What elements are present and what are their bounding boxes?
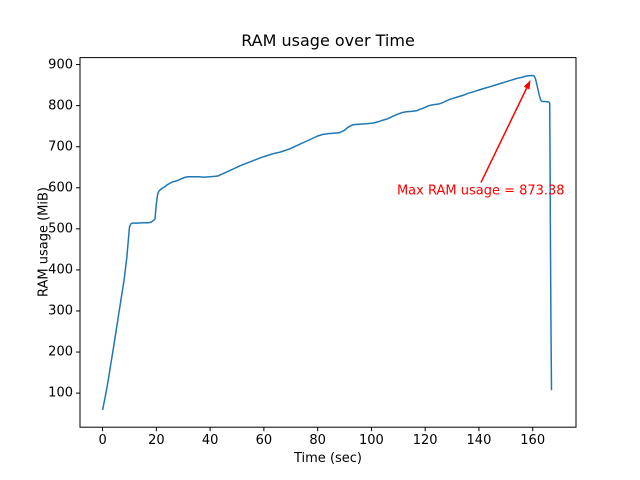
chart-title: RAM usage over Time xyxy=(241,31,415,50)
x-tick-label: 100 xyxy=(358,433,384,449)
y-tick-label: 500 xyxy=(48,221,73,237)
y-tick-label: 200 xyxy=(48,344,73,360)
x-tick-label: 120 xyxy=(412,433,438,449)
y-tick-label: 800 xyxy=(48,98,73,114)
y-tick-label: 700 xyxy=(48,139,73,155)
x-tick-label: 20 xyxy=(148,433,165,449)
max-ram-annotation: Max RAM usage = 873.38 xyxy=(396,183,565,199)
x-tick-label: 160 xyxy=(520,433,546,449)
x-tick-label: 40 xyxy=(201,433,219,449)
y-axis-label: RAM usage (MiB) xyxy=(36,187,52,297)
y-tick-label: 400 xyxy=(48,262,73,278)
x-axis-label: Time (sec) xyxy=(293,451,363,466)
x-tick-label: 60 xyxy=(255,433,273,449)
arrow-shaft xyxy=(480,85,529,183)
y-tick-label: 900 xyxy=(48,57,73,73)
y-tick-label: 600 xyxy=(48,180,73,196)
ram-usage-line xyxy=(101,74,553,411)
y-tick-label: 300 xyxy=(48,303,73,319)
y-tick-label: 100 xyxy=(48,385,73,401)
axes-spines xyxy=(79,57,577,428)
axis-tick-marks xyxy=(76,64,534,432)
x-tick-label: 80 xyxy=(309,433,326,449)
x-tick-label: 140 xyxy=(466,433,492,449)
arrow-head-icon xyxy=(523,80,531,90)
annotation-arrow xyxy=(480,80,531,183)
x-tick-label: 0 xyxy=(98,433,107,449)
